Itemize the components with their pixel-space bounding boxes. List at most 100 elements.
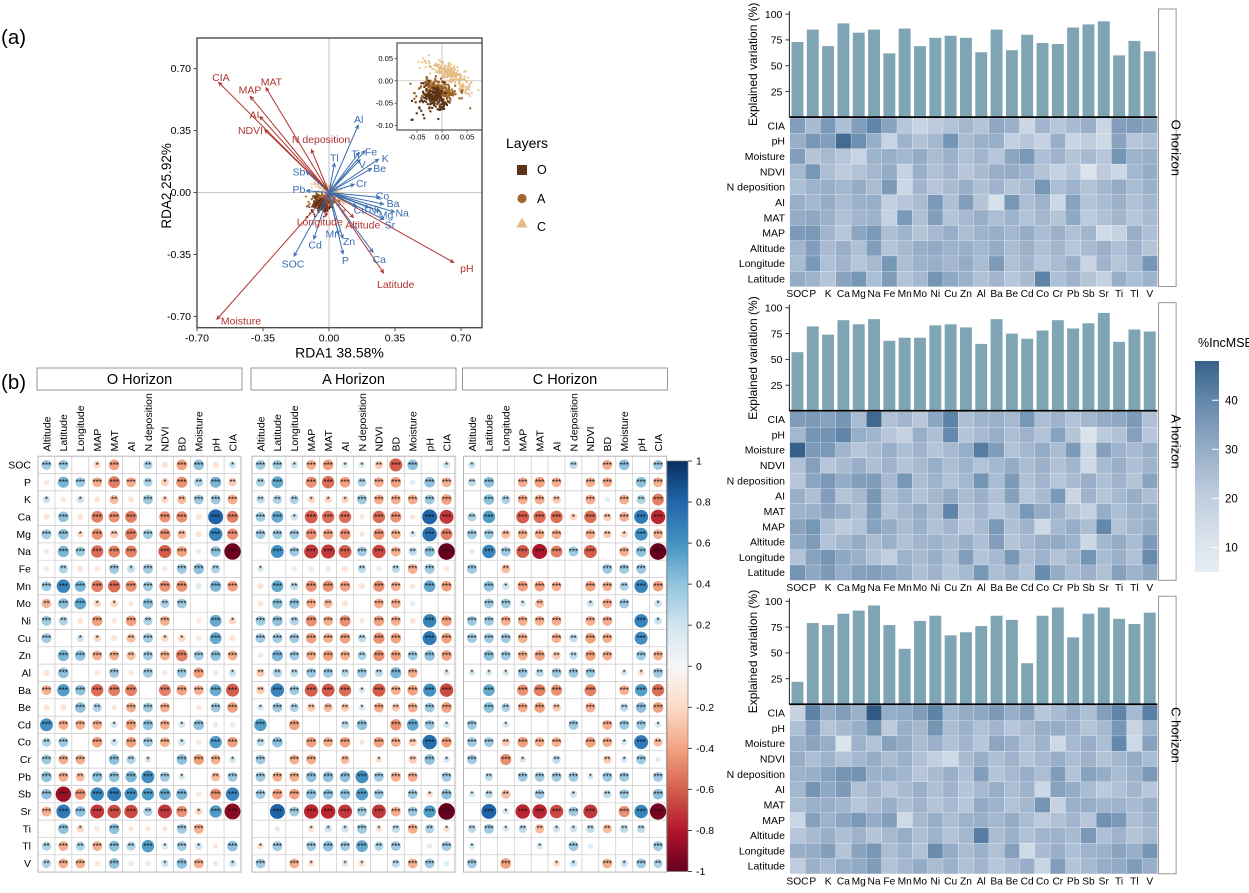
svg-text:***: *** <box>442 582 451 591</box>
svg-text:***: *** <box>586 582 595 591</box>
svg-text:75: 75 <box>771 35 783 47</box>
svg-text:***: *** <box>442 478 451 487</box>
svg-text:0.70: 0.70 <box>451 333 472 345</box>
svg-text:***: *** <box>76 478 85 487</box>
svg-text:***: *** <box>374 478 383 487</box>
svg-text:*: * <box>640 669 643 678</box>
svg-text:***: *** <box>603 617 612 626</box>
svg-text:***: *** <box>76 859 85 868</box>
svg-text:***: *** <box>228 686 237 695</box>
svg-text:***: *** <box>273 513 282 522</box>
svg-text:MAT: MAT <box>764 212 786 224</box>
svg-text:***: *** <box>357 825 366 834</box>
svg-text:A Horizon: A Horizon <box>322 372 385 388</box>
svg-text:***: *** <box>391 773 400 782</box>
svg-text:***: *** <box>109 669 118 678</box>
svg-text:***: *** <box>59 738 68 747</box>
svg-text:0.8: 0.8 <box>696 497 711 509</box>
svg-text:***: *** <box>586 495 595 504</box>
svg-text:NDVI: NDVI <box>760 460 785 472</box>
svg-text:**: ** <box>621 582 627 591</box>
svg-text:***: *** <box>59 461 68 470</box>
svg-text:***: *** <box>228 530 237 539</box>
svg-text:***: *** <box>467 530 476 539</box>
svg-text:*: * <box>163 842 166 851</box>
svg-text:-0.05: -0.05 <box>376 99 393 108</box>
svg-text:***: *** <box>273 651 282 660</box>
svg-text:Sr: Sr <box>21 806 32 818</box>
svg-text:***: *** <box>425 495 434 504</box>
svg-text:25: 25 <box>771 86 783 98</box>
svg-text:A horizon: A horizon <box>1168 414 1183 468</box>
svg-text:Sr: Sr <box>1099 876 1110 887</box>
svg-text:***: *** <box>143 790 152 799</box>
svg-text:**: ** <box>486 790 492 799</box>
svg-text:***: *** <box>256 461 265 470</box>
svg-text:***: *** <box>501 651 510 660</box>
svg-text:***: *** <box>194 721 203 730</box>
svg-text:***: *** <box>290 790 299 799</box>
svg-text:***: *** <box>467 721 476 730</box>
svg-text:***: *** <box>620 773 629 782</box>
svg-text:*: * <box>259 842 262 851</box>
svg-text:Longitude: Longitude <box>739 845 785 857</box>
svg-text:***: *** <box>42 721 51 730</box>
svg-text:***: *** <box>93 738 102 747</box>
svg-text:***: *** <box>323 547 332 556</box>
svg-text:***: *** <box>323 530 332 539</box>
svg-text:NDVI: NDVI <box>160 426 172 451</box>
svg-text:***: *** <box>569 773 578 782</box>
svg-text:Mn: Mn <box>898 289 912 300</box>
svg-text:**: ** <box>410 547 416 556</box>
svg-text:**: ** <box>638 825 644 834</box>
svg-text:CIA: CIA <box>653 434 665 452</box>
svg-text:***: *** <box>256 617 265 626</box>
svg-text:**: ** <box>291 582 297 591</box>
svg-text:***: *** <box>467 755 476 764</box>
svg-text:Be: Be <box>1006 876 1019 887</box>
svg-text:**: ** <box>291 669 297 678</box>
svg-text:**: ** <box>325 599 331 608</box>
svg-text:***: *** <box>408 686 417 695</box>
svg-text:*: * <box>623 738 626 747</box>
svg-text:*: * <box>180 738 183 747</box>
svg-text:***: *** <box>442 807 451 816</box>
svg-text:-0.6: -0.6 <box>696 784 714 796</box>
svg-text:***: *** <box>636 565 645 574</box>
svg-text:**: ** <box>60 617 66 626</box>
svg-text:***: *** <box>160 773 169 782</box>
svg-text:*: * <box>656 599 659 608</box>
svg-text:K: K <box>382 153 389 165</box>
svg-text:***: *** <box>109 807 118 816</box>
svg-text:***: *** <box>653 530 662 539</box>
svg-text:Co: Co <box>376 191 390 203</box>
svg-text:pH: pH <box>424 438 436 451</box>
svg-text:Mo: Mo <box>913 876 927 887</box>
svg-text:Al: Al <box>977 583 986 594</box>
svg-text:**: ** <box>393 703 399 712</box>
svg-text:***: *** <box>126 773 135 782</box>
svg-text:*: * <box>231 461 234 470</box>
svg-text:0.00: 0.00 <box>319 333 340 345</box>
svg-text:*: * <box>411 530 414 539</box>
svg-text:BD: BD <box>391 436 403 451</box>
svg-text:***: *** <box>653 495 662 504</box>
svg-text:MAP: MAP <box>239 85 262 97</box>
svg-text:Moisture: Moisture <box>619 411 631 451</box>
svg-text:***: *** <box>93 478 102 487</box>
svg-text:*: * <box>180 634 183 643</box>
svg-text:***: *** <box>290 755 299 764</box>
svg-text:***: *** <box>59 773 68 782</box>
svg-text:***: *** <box>653 686 662 695</box>
svg-text:Cu: Cu <box>944 876 957 887</box>
svg-text:*: * <box>129 565 132 574</box>
svg-text:***: *** <box>442 773 451 782</box>
svg-text:NDVI: NDVI <box>238 125 263 137</box>
svg-text:AI: AI <box>250 110 260 122</box>
svg-text:***: *** <box>518 651 527 660</box>
svg-text:NDVI: NDVI <box>760 754 785 766</box>
svg-text:***: *** <box>408 703 417 712</box>
svg-text:***: *** <box>552 617 561 626</box>
svg-text:Ni: Ni <box>930 289 940 300</box>
svg-text:***: *** <box>76 651 85 660</box>
